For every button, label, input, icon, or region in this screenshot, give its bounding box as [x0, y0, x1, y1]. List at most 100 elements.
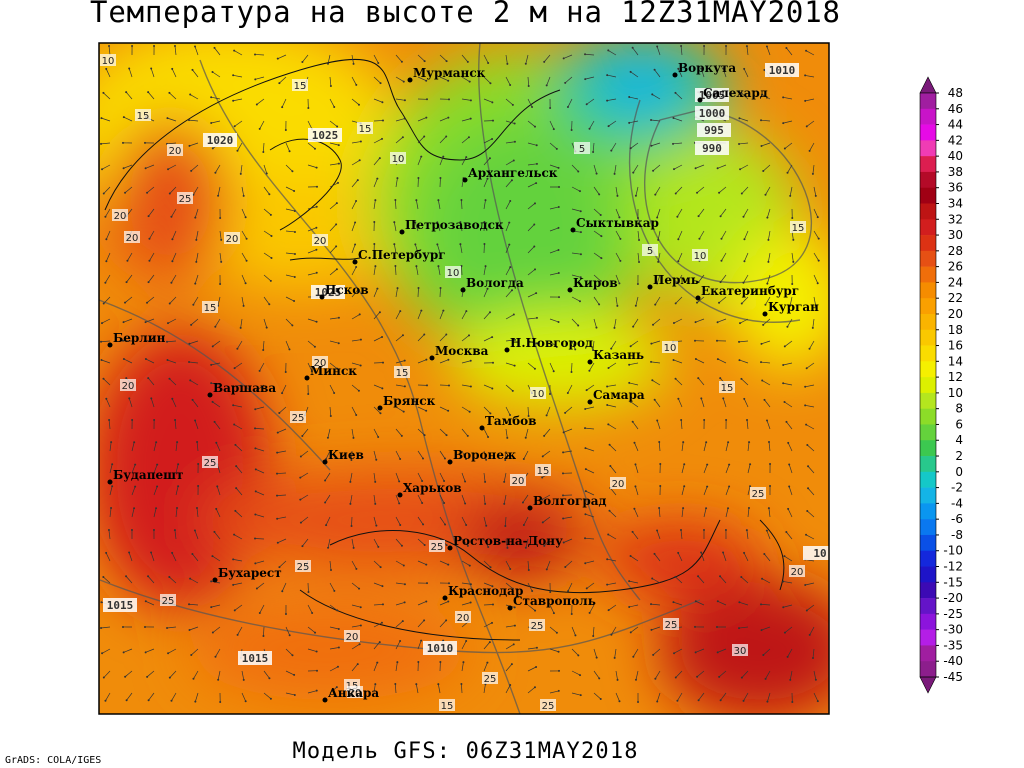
wind-arrow	[571, 296, 581, 302]
temperature-label-box	[642, 244, 658, 256]
wind-arrow	[697, 377, 705, 386]
wind-arrow-head	[608, 443, 611, 446]
wind-arrow-head	[674, 676, 677, 679]
wind-arrow	[373, 604, 384, 606]
wind-arrow	[233, 74, 243, 78]
wind-arrow	[167, 626, 177, 629]
wind-arrow	[128, 68, 133, 78]
wind-arrow	[720, 274, 727, 283]
wind-arrow-head	[333, 105, 336, 108]
wind-arrow-head	[650, 603, 653, 606]
wind-arrow	[395, 620, 404, 628]
wind-arrow-head	[191, 398, 194, 401]
city-dot	[322, 697, 328, 703]
wind-arrow-head	[447, 600, 450, 603]
wind-arrow	[505, 560, 511, 570]
wind-arrow	[654, 186, 661, 195]
wind-arrow-head	[130, 529, 133, 531]
wind-arrow	[329, 604, 338, 611]
wind-arrow-head	[783, 631, 786, 634]
wind-arrow-head	[425, 384, 428, 387]
wind-arrow-head	[147, 281, 150, 284]
city-dot	[762, 311, 768, 317]
wind-arrow	[527, 120, 536, 127]
wind-arrow	[329, 384, 335, 394]
wind-arrow-head	[381, 119, 384, 122]
wind-arrow-head	[166, 340, 169, 343]
temperature-label: 15	[137, 111, 150, 122]
wind-arrow	[212, 555, 221, 562]
wind-arrow	[461, 310, 467, 320]
wind-arrow-head	[700, 397, 703, 400]
wind-arrow	[677, 208, 683, 217]
wind-arrow	[259, 604, 265, 614]
wind-arrow-head	[747, 507, 750, 510]
wind-arrow-head	[656, 282, 659, 285]
wind-arrow	[233, 559, 243, 562]
wind-arrow-head	[677, 397, 680, 400]
wind-arrow	[302, 428, 309, 437]
wind-arrow-head	[102, 676, 105, 679]
wind-arrow	[527, 98, 533, 108]
wind-arrow-head	[393, 221, 396, 224]
wind-arrow-head	[657, 238, 660, 241]
wind-arrow	[589, 362, 595, 371]
temperature-label-box	[662, 341, 678, 353]
wind-arrow	[654, 69, 661, 78]
wind-arrow	[700, 398, 705, 408]
wind-arrow	[805, 534, 815, 540]
wind-arrow	[813, 296, 817, 306]
wind-arrow-head	[402, 410, 405, 413]
wind-arrow	[505, 538, 508, 548]
wind-arrow-head	[719, 377, 722, 380]
wind-arrow	[675, 296, 683, 304]
wind-arrow-head	[324, 501, 327, 504]
wind-arrow-head	[417, 661, 420, 664]
wind-arrow	[652, 648, 661, 656]
temperature-label: 5	[579, 144, 585, 155]
wind-arrow-head	[399, 639, 402, 642]
wind-arrow-head	[807, 487, 810, 490]
wind-arrow	[571, 692, 581, 696]
wind-arrow	[527, 340, 537, 344]
wind-arrow-head	[442, 155, 445, 158]
wind-arrow	[172, 252, 177, 262]
wind-arrow	[276, 472, 287, 474]
wind-arrow	[483, 288, 488, 298]
wind-arrow-head	[527, 414, 530, 417]
wind-arrow	[329, 224, 337, 232]
wind-arrow	[439, 310, 444, 320]
wind-arrow	[695, 164, 705, 169]
wind-arrow	[608, 424, 617, 430]
wind-arrow-head	[782, 122, 785, 125]
wind-arrow	[615, 252, 621, 262]
wind-arrow-head	[335, 686, 338, 689]
wind-arrow	[652, 380, 661, 386]
wind-arrow	[651, 603, 661, 606]
wind-arrow	[812, 648, 815, 658]
wind-arrow	[415, 244, 419, 254]
wind-arrow	[437, 222, 441, 232]
wind-arrow-head	[533, 686, 536, 689]
wind-arrow	[543, 54, 551, 63]
wind-arrow	[571, 340, 576, 350]
wind-arrow	[211, 120, 221, 124]
colorbar-band	[920, 598, 936, 615]
wind-arrow	[483, 472, 486, 482]
wind-arrow	[525, 54, 529, 64]
wind-arrow	[235, 510, 243, 518]
wind-arrow-head	[697, 699, 700, 702]
pressure-label-box	[103, 598, 137, 612]
wind-arrow-head	[301, 545, 304, 548]
wind-arrow-head	[233, 49, 236, 52]
city-dot	[399, 229, 405, 235]
wind-arrow-head	[403, 583, 406, 586]
wind-arrow	[739, 601, 749, 606]
wind-arrow	[175, 486, 179, 496]
wind-arrow-head	[400, 60, 403, 63]
wind-arrow	[657, 230, 661, 240]
wind-arrow-head	[674, 192, 677, 195]
wind-arrow-head	[125, 91, 128, 94]
wind-arrow	[784, 401, 793, 408]
wind-arrow-head	[144, 141, 147, 144]
